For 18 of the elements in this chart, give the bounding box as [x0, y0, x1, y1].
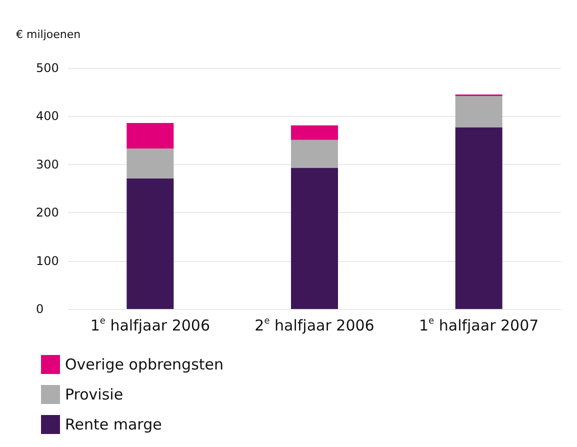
bar	[291, 140, 338, 168]
bar	[455, 96, 502, 128]
y-tick-label: 200	[36, 206, 59, 220]
bar	[126, 148, 174, 178]
y-tick-label: 500	[36, 61, 59, 75]
legend-label: Rente marge	[65, 416, 162, 434]
bar	[291, 168, 338, 309]
legend-label: Provisie	[65, 386, 124, 404]
bar	[291, 125, 338, 140]
y-tick-label: 0	[36, 302, 44, 316]
bar	[126, 122, 174, 148]
legend-label: Overige opbrengsten	[65, 356, 224, 374]
y-tick-label: 300	[36, 157, 59, 172]
y-tick-label: 400	[36, 109, 59, 124]
bar	[126, 178, 174, 309]
y-axis-title: € miljoenen	[16, 28, 81, 41]
y-tick-label: 100	[36, 254, 59, 268]
bar	[455, 127, 502, 309]
